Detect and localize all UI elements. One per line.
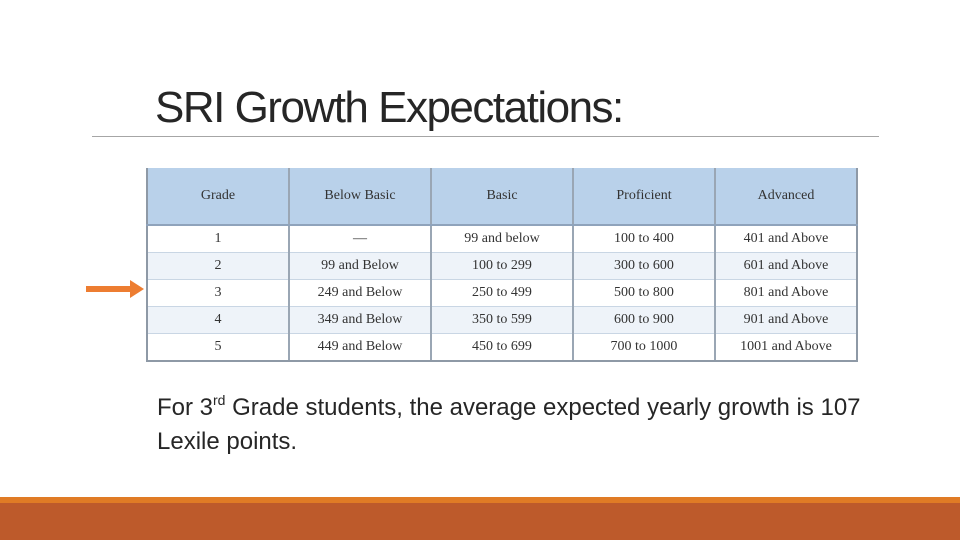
- below-basic-cell: —: [288, 225, 431, 253]
- header-advanced: Advanced: [714, 168, 858, 226]
- grade-cell: 2: [146, 252, 289, 280]
- basic-cell: 450 to 699: [430, 333, 573, 362]
- header-grade: Grade: [146, 168, 289, 226]
- table-row: 5 449 and Below 450 to 699 700 to 1000 1…: [146, 333, 858, 362]
- grade-cell: 3: [146, 279, 289, 307]
- basic-cell: 100 to 299: [430, 252, 573, 280]
- table-row: 3 249 and Below 250 to 499 500 to 800 80…: [146, 279, 858, 307]
- advanced-cell: 801 and Above: [714, 279, 858, 307]
- table-row: 2 99 and Below 100 to 299 300 to 600 601…: [146, 252, 858, 280]
- basic-cell: 250 to 499: [430, 279, 573, 307]
- proficient-cell: 600 to 900: [572, 306, 715, 334]
- ordinal-superscript: rd: [213, 392, 226, 408]
- advanced-cell: 901 and Above: [714, 306, 858, 334]
- grade-cell: 5: [146, 333, 289, 362]
- footer-band: [0, 497, 960, 540]
- slide-title: SRI Growth Expectations:: [155, 83, 624, 132]
- table-row: 4 349 and Below 350 to 599 600 to 900 90…: [146, 306, 858, 334]
- growth-expectations-table: Grade Below Basic Basic Proficient Advan…: [146, 168, 858, 362]
- proficient-cell: 700 to 1000: [572, 333, 715, 362]
- summary-rest: Grade students, the average expected yea…: [157, 394, 861, 455]
- below-basic-cell: 99 and Below: [288, 252, 431, 280]
- basic-cell: 350 to 599: [430, 306, 573, 334]
- title-divider: [92, 136, 879, 137]
- basic-cell: 99 and below: [430, 225, 573, 253]
- below-basic-cell: 249 and Below: [288, 279, 431, 307]
- arrow-shaft: [86, 286, 132, 292]
- proficient-cell: 100 to 400: [572, 225, 715, 253]
- proficient-cell: 500 to 800: [572, 279, 715, 307]
- table-row: 1 — 99 and below 100 to 400 401 and Abov…: [146, 225, 858, 253]
- below-basic-cell: 449 and Below: [288, 333, 431, 362]
- table-header-row: Grade Below Basic Basic Proficient Advan…: [146, 168, 858, 226]
- header-basic: Basic: [430, 168, 573, 226]
- grade-cell: 1: [146, 225, 289, 253]
- below-basic-cell: 349 and Below: [288, 306, 431, 334]
- header-proficient: Proficient: [572, 168, 715, 226]
- header-below-basic: Below Basic: [288, 168, 431, 226]
- right-arrow-icon: [86, 280, 144, 298]
- proficient-cell: 300 to 600: [572, 252, 715, 280]
- advanced-cell: 1001 and Above: [714, 333, 858, 362]
- grade-cell: 4: [146, 306, 289, 334]
- advanced-cell: 401 and Above: [714, 225, 858, 253]
- footer-accent-stripe: [0, 497, 960, 503]
- footer-base-bar: [0, 503, 960, 540]
- arrow-head: [130, 280, 144, 298]
- growth-summary-text: For 3rd Grade students, the average expe…: [157, 391, 927, 459]
- advanced-cell: 601 and Above: [714, 252, 858, 280]
- summary-prefix: For 3: [157, 394, 214, 421]
